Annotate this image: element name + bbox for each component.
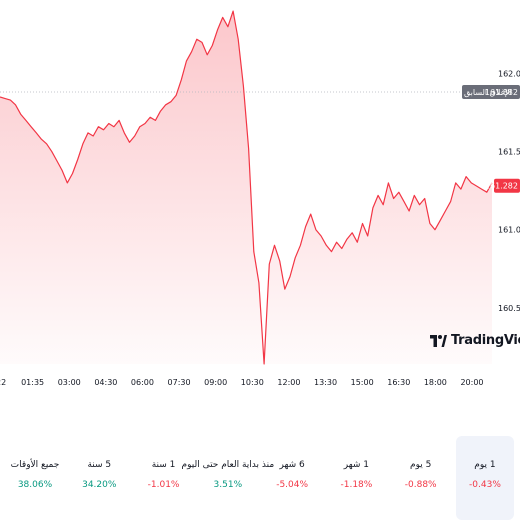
y-tick-label: 162.000 (498, 70, 520, 79)
period-1d[interactable]: 1 يوم -0.43% (455, 436, 514, 520)
period-change: -0.88% (404, 480, 437, 490)
period-1y[interactable]: 1 سنة -1.01% (135, 436, 193, 520)
y-tick-label: 161.500 (498, 148, 520, 157)
price-chart[interactable]: 162.000 161.500 161.000 160.500 22 01:35 03:0… (0, 0, 520, 400)
x-tick-label: 10:30 (241, 378, 264, 387)
x-tick-label: 01:35 (21, 378, 44, 387)
x-tick-label: 12:00 (277, 378, 300, 387)
x-tick-label: 22 (0, 378, 6, 387)
last-price-tag (494, 178, 520, 193)
period-change: -1.18% (340, 480, 373, 490)
x-tick-label: 20:00 (460, 378, 483, 387)
period-6m[interactable]: 6 شهر -5.04% (263, 436, 321, 520)
period-label: منذ بداية العام حتى اليوم (181, 460, 275, 470)
previous-close-value: 161.882 (485, 88, 518, 97)
tradingview-logo-icon (430, 334, 447, 347)
x-tick-label: 07:30 (168, 378, 191, 387)
period-change: 34.20% (82, 480, 117, 490)
price-line (0, 10, 493, 365)
x-tick-label: 15:00 (351, 378, 374, 387)
watermark-text: TradingView (451, 333, 520, 348)
period-5d[interactable]: 5 يوم -0.88% (392, 436, 450, 520)
period-all[interactable]: جميع الأوقات 38.06% (6, 436, 64, 520)
x-tick-label: 04:30 (94, 378, 117, 387)
last-price-value: 161.282 (485, 182, 518, 191)
x-tick-label: 18:00 (424, 378, 447, 387)
x-tick-label: 03:00 (58, 378, 81, 387)
previous-close-tag (462, 85, 520, 100)
period-change: 3.51% (213, 480, 243, 490)
x-tick-label: 13:30 (314, 378, 337, 387)
y-tick-label: 160.500 (498, 304, 520, 313)
period-performance-bar: 1 يوم -0.43% 5 يوم -0.88% 1 شهر -1.18% 6… (0, 436, 520, 520)
price-area (0, 11, 492, 364)
x-tick-label: 06:00 (131, 378, 154, 387)
period-label: 6 شهر (279, 460, 305, 470)
period-label: 1 سنة (151, 460, 176, 470)
period-label: 5 يوم (410, 460, 432, 470)
period-label: جميع الأوقات (10, 460, 60, 470)
x-tick-label: 16:30 (387, 378, 410, 387)
period-1m[interactable]: 1 شهر -1.18% (327, 436, 385, 520)
period-label: 1 يوم (474, 460, 496, 470)
previous-close-label: الإغلاق السابق (464, 88, 512, 98)
y-tick-label: 161.000 (498, 226, 520, 235)
period-change: -0.43% (469, 480, 501, 490)
period-label: 5 سنة (87, 460, 112, 470)
x-tick-label: 09:00 (204, 378, 227, 387)
period-change: -5.04% (276, 480, 309, 490)
chart-canvas[interactable]: 162.000 161.500 161.000 160.500 22 01:35 03:0… (0, 0, 520, 400)
period-ytd[interactable]: منذ بداية العام حتى اليوم 3.51% (182, 436, 275, 520)
period-label: 1 شهر (343, 460, 370, 470)
period-5y[interactable]: 5 سنة 34.20% (70, 436, 128, 520)
period-change: -1.01% (147, 480, 180, 490)
period-change: 38.06% (17, 480, 53, 490)
tradingview-watermark: TradingView (430, 333, 520, 348)
